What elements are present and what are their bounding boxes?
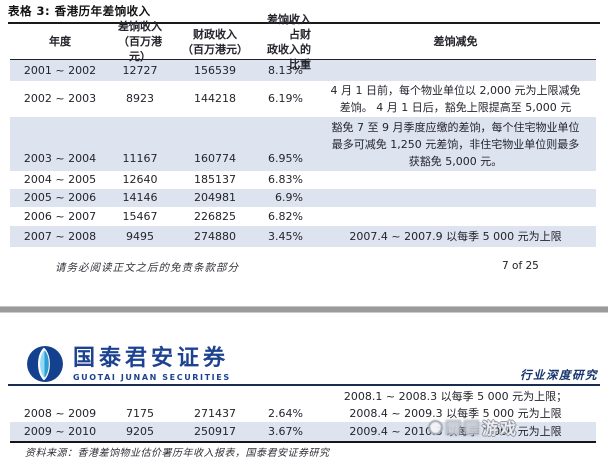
disclaimer-text: 请务必阅读正文之后的免责条款部分 [55, 262, 239, 274]
fiscal-cell: 274880 [194, 229, 236, 243]
source-note: 资料来源：香港差饷物业估价署历年收入报表，国泰君安证券研究 [25, 448, 330, 459]
relief-cell [315, 207, 596, 226]
brand-text: 国泰君安证券 GUOTAI JUNAN SECURITIES [73, 346, 231, 383]
ratio-cell: 3.67% [268, 424, 303, 438]
year-cell: 2006 ~ 2007 [23, 209, 97, 223]
relief-cell: 2008.1 ~ 2008.3 以每季 5 000 元为上限； [343, 390, 568, 403]
ratio-cell: 2.64% [268, 406, 303, 420]
col-header-relief: 差饷减免 [315, 24, 596, 59]
brand-name-en: GUOTAI JUNAN SECURITIES [73, 373, 231, 382]
watermark: 游戏 [428, 417, 519, 438]
relief-cell: 豁免 7 至 9 月季度应缴的差饷，每个住宅物业单位最多可减免 1,250 元差… [331, 120, 580, 168]
rates-cell: 8923 [126, 92, 154, 105]
year-cell: 2009 ~ 2010 [23, 424, 97, 438]
page-number: 7 of 25 [502, 260, 539, 272]
rates-cell: 11167 [122, 152, 158, 165]
ratio-cell: 3.45% [268, 229, 303, 243]
col-header-rates-income: 差饷收入 （百万港元） [110, 20, 170, 63]
year-cell: 2003 ~ 2004 [23, 152, 97, 165]
col-header-relief-label: 差饷减免 [433, 35, 478, 48]
fiscal-cell: 144218 [194, 92, 236, 105]
ratio-cell: 8.13% [268, 63, 303, 77]
year-cell: 2001 ~ 2002 [23, 63, 97, 77]
rates-cell: 14146 [122, 191, 158, 204]
rates-cell: 9495 [126, 229, 154, 243]
report-page-2: 国泰君安证券 GUOTAI JUNAN SECURITIES 行业深度研究 20… [0, 313, 608, 459]
col-header-rates-line1: 差饷收入 [118, 20, 162, 33]
rates-cell: 12640 [122, 173, 158, 186]
year-cell: 2002 ~ 2003 [23, 92, 97, 105]
rates-cell: 15467 [122, 209, 158, 223]
table-row-continuation: 2008.1 ~ 2008.3 以每季 5 000 元为上限； [10, 388, 596, 405]
fiscal-cell: 160774 [194, 152, 236, 165]
table-row: 2005 ~ 2006 14146 204981 6.9% [10, 189, 596, 207]
col-header-ratio-line1: 差饷收入占财 [267, 12, 311, 41]
year-cell: 2005 ~ 2006 [23, 191, 97, 204]
relief-cell: 2007.4 ~ 2007.9 以每季 5 000 元为上限 [349, 230, 562, 243]
table-title: 表格 3: 香港历年差饷收入 [8, 3, 600, 24]
ratio-cell: 6.19% [268, 92, 303, 105]
header-rule [8, 384, 600, 386]
page-separator-bar [0, 306, 608, 313]
fiscal-cell [170, 388, 260, 405]
obscured-glyph [464, 419, 479, 435]
relief-cell: 4 月 1 日前，每个物业单位以 2,000 元为上限减免差饷。 4 月 1 日… [330, 84, 581, 114]
ratio-cell: 6.83% [268, 173, 303, 186]
col-header-ratio-line2: 政收入的比重 [267, 42, 311, 71]
fiscal-cell: 250917 [194, 424, 236, 438]
fiscal-cell: 204981 [194, 191, 236, 204]
col-header-year: 年度 [10, 24, 110, 59]
year-cell: 2008 ~ 2009 [23, 406, 97, 420]
watermark-text: 游戏 [482, 419, 519, 438]
table-header-row: 年度 差饷收入 （百万港元） 财政收入 （百万港元） 差饷收入占财 政收入的比重… [10, 13, 596, 71]
table-row: 2006 ~ 2007 15467 226825 6.82% [10, 207, 596, 226]
relief-cell [315, 189, 596, 207]
report-page-1: 表格 3: 香港历年差饷收入 年度 差饷收入 （百万港元） 财政收入 （百万港元… [0, 3, 608, 276]
ratio-cell: 6.82% [268, 209, 303, 223]
ratio-cell [260, 388, 315, 405]
relief-cell [315, 60, 596, 81]
brand-logo: 国泰君安证券 GUOTAI JUNAN SECURITIES [26, 345, 231, 383]
brand-name-cn: 国泰君安证券 [73, 346, 230, 371]
ratio-cell: 6.95% [268, 152, 303, 165]
year-cell [10, 388, 110, 405]
fiscal-cell: 226825 [194, 209, 236, 223]
table-row: 2008 ~ 2009 7175 271437 2.64% 2008.4 ~ 2… [10, 405, 596, 422]
col-header-fiscal-line2: （百万港元） [182, 42, 248, 56]
table-row: 2003 ~ 2004 11167 160774 6.95% 豁免 7 至 9 … [10, 117, 596, 171]
page-footer: 请务必阅读正文之后的免责条款部分 7 of 25 [0, 260, 608, 276]
guotai-junan-logo-icon [27, 346, 63, 382]
watermark-circle-icon [428, 419, 443, 435]
rates-cell: 7175 [126, 406, 154, 420]
relief-cell: 2008.4 ~ 2009.3 以每季 5 000 元为上限 [349, 407, 562, 420]
col-header-fiscal-line1: 财政收入 [193, 27, 237, 41]
obscured-glyph [446, 419, 461, 435]
year-cell: 2007 ~ 2008 [23, 229, 97, 243]
ratio-cell: 6.9% [275, 191, 303, 204]
fiscal-cell: 156539 [194, 63, 236, 77]
relief-cell [315, 171, 596, 189]
col-header-fiscal-income: 财政收入 （百万港元） [170, 24, 260, 59]
rates-cell [110, 388, 170, 405]
report-type-label: 行业深度研究 [520, 368, 598, 382]
year-cell: 2004 ~ 2005 [23, 173, 97, 186]
col-header-rates-line2: （百万港元） [118, 35, 162, 63]
table-row: 2002 ~ 2003 8923 144218 6.19% 4 月 1 日前，每… [10, 81, 596, 117]
col-header-ratio: 差饷收入占财 政收入的比重 [260, 13, 315, 71]
table-row: 2001 ~ 2002 12727 156539 8.13% [10, 60, 596, 81]
col-header-year-label: 年度 [49, 35, 71, 48]
rates-cell: 9205 [126, 424, 154, 438]
table-row: 2007 ~ 2008 9495 274880 3.45% 2007.4 ~ 2… [10, 226, 596, 247]
table-row: 2004 ~ 2005 12640 185137 6.83% [10, 171, 596, 189]
fiscal-cell: 185137 [194, 173, 236, 186]
rates-income-table: 年度 差饷收入 （百万港元） 财政收入 （百万港元） 差饷收入占财 政收入的比重… [10, 13, 596, 247]
rates-cell: 12727 [122, 63, 158, 77]
fiscal-cell: 271437 [194, 406, 236, 420]
